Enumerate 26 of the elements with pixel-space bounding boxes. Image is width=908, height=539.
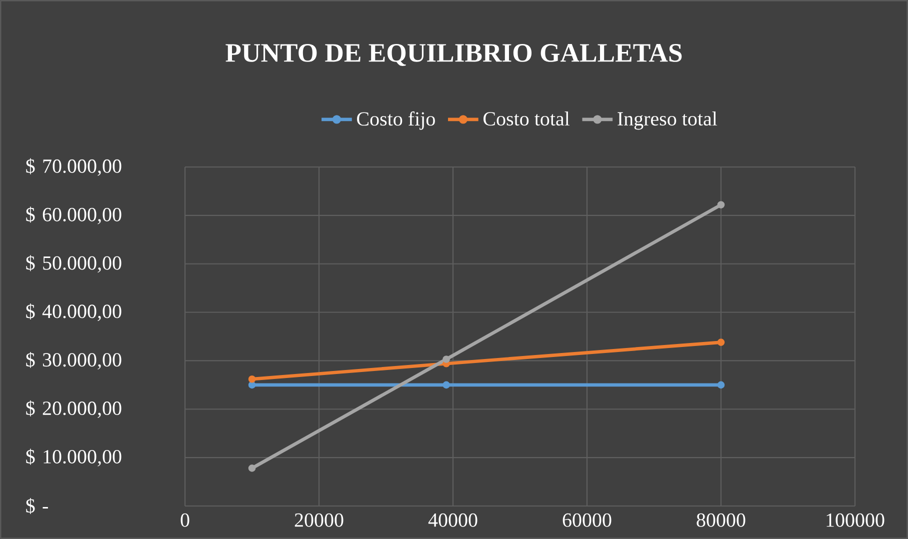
y-tick-label: $ 60.000,00 bbox=[26, 206, 122, 224]
chart-title: PUNTO DE EQUILIBRIO GALLETAS bbox=[226, 44, 682, 66]
x-tick-label: 0 bbox=[180, 513, 190, 527]
y-tick-label: $ 70.000,00 bbox=[26, 158, 122, 176]
y-tick-label: $ 20.000,00 bbox=[26, 400, 122, 418]
y-tick-label: $ 10.000,00 bbox=[26, 448, 122, 466]
y-tick-label: $ 30.000,00 bbox=[26, 352, 122, 370]
point bbox=[717, 338, 725, 346]
point bbox=[248, 381, 256, 389]
x-tick-label: 100000 bbox=[826, 513, 884, 527]
x-tick-label: 60000 bbox=[562, 513, 612, 527]
point bbox=[248, 464, 256, 472]
x-tick-label: 40000 bbox=[428, 513, 478, 527]
y-tick-label: $ 40.000,00 bbox=[26, 304, 122, 322]
x-tick-label: 20000 bbox=[294, 513, 344, 527]
point bbox=[717, 381, 725, 389]
point bbox=[717, 201, 725, 208]
legend-label: Costo total bbox=[484, 112, 570, 126]
point bbox=[442, 381, 450, 389]
point bbox=[442, 356, 450, 363]
y-tick-label: $ - bbox=[26, 498, 48, 514]
legend-label: Ingreso total bbox=[618, 112, 718, 130]
y-tick-label: $ 50.000,00 bbox=[26, 255, 122, 273]
x-tick-label: 80000 bbox=[696, 513, 746, 527]
legend-label: Costo fijo bbox=[357, 111, 435, 130]
point bbox=[248, 375, 256, 383]
